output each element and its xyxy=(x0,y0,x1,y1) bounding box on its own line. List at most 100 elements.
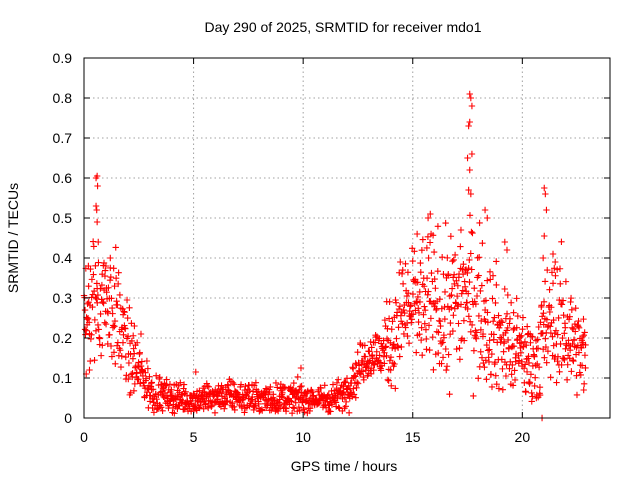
data-point xyxy=(252,379,260,386)
data-point xyxy=(426,346,433,354)
data-point xyxy=(438,360,445,367)
data-point xyxy=(507,299,515,306)
data-point xyxy=(481,363,488,371)
data-point xyxy=(90,271,97,278)
data-point xyxy=(558,238,565,246)
data-point xyxy=(353,384,360,392)
data-point xyxy=(108,295,115,302)
data-point xyxy=(162,382,169,389)
data-point xyxy=(423,335,430,343)
data-point xyxy=(500,348,507,355)
data-point xyxy=(101,272,109,280)
data-point xyxy=(450,271,458,278)
data-point xyxy=(465,122,472,130)
data-point xyxy=(415,318,422,326)
data-point xyxy=(542,343,550,351)
data-point xyxy=(464,269,471,277)
data-point xyxy=(468,150,476,158)
data-point xyxy=(570,357,577,365)
data-point xyxy=(487,276,494,283)
data-point xyxy=(537,319,544,326)
data-point xyxy=(570,336,578,343)
data-point xyxy=(121,309,128,316)
data-point xyxy=(366,348,373,355)
data-point xyxy=(456,344,463,352)
data-point xyxy=(472,300,480,308)
data-point xyxy=(527,371,535,378)
data-point xyxy=(381,360,388,367)
data-point xyxy=(491,314,498,321)
data-point xyxy=(337,384,344,392)
data-point xyxy=(549,280,557,287)
data-point xyxy=(560,311,567,319)
data-point xyxy=(223,398,230,405)
data-point xyxy=(483,341,490,349)
data-point xyxy=(254,388,262,395)
data-point xyxy=(447,233,455,240)
data-point xyxy=(118,352,125,360)
data-point xyxy=(525,353,532,360)
data-point xyxy=(441,303,448,311)
data-point xyxy=(192,401,199,409)
data-point xyxy=(407,302,415,309)
data-point xyxy=(102,262,110,270)
data-point xyxy=(577,371,585,379)
data-point xyxy=(349,364,356,371)
data-point xyxy=(564,361,571,368)
data-point xyxy=(473,292,481,300)
data-point xyxy=(222,401,229,408)
data-point xyxy=(554,331,561,338)
data-point xyxy=(329,381,337,388)
data-point xyxy=(409,311,417,318)
data-point xyxy=(442,345,449,353)
data-point xyxy=(135,375,142,383)
data-point xyxy=(561,356,568,364)
data-point xyxy=(463,299,471,307)
data-point xyxy=(543,316,551,323)
data-point xyxy=(503,246,511,254)
data-point xyxy=(580,332,588,339)
data-point xyxy=(143,388,151,396)
data-point xyxy=(292,399,299,406)
data-point xyxy=(516,333,524,341)
data-point xyxy=(101,319,108,326)
data-point xyxy=(192,368,199,376)
data-point xyxy=(168,386,175,394)
data-point xyxy=(499,386,507,393)
data-point xyxy=(136,349,143,356)
data-point xyxy=(423,274,431,282)
data-point xyxy=(87,335,95,343)
data-point xyxy=(489,272,497,279)
data-point xyxy=(93,295,100,302)
data-point xyxy=(349,365,357,372)
y-tick-label: 0.8 xyxy=(53,90,73,106)
y-tick-label: 0.9 xyxy=(53,50,73,66)
data-point xyxy=(531,353,538,360)
data-point xyxy=(124,314,131,322)
data-point xyxy=(552,327,560,334)
data-point xyxy=(166,381,174,388)
data-point xyxy=(231,406,238,414)
data-point xyxy=(106,276,114,284)
data-point xyxy=(377,367,385,374)
data-point xyxy=(402,324,409,331)
data-point xyxy=(147,392,154,399)
data-point xyxy=(450,312,457,319)
data-point xyxy=(262,385,270,392)
x-tick-label: 15 xyxy=(405,429,421,445)
data-point xyxy=(95,259,102,266)
data-point xyxy=(291,405,298,412)
data-point xyxy=(395,324,402,331)
data-point xyxy=(556,265,564,272)
data-point xyxy=(138,358,146,365)
data-point xyxy=(580,386,587,394)
data-point xyxy=(385,377,392,384)
data-point xyxy=(354,380,362,387)
data-point xyxy=(506,315,514,322)
data-point xyxy=(321,382,328,389)
data-point xyxy=(550,316,557,324)
data-point xyxy=(467,250,474,257)
data-point xyxy=(99,298,106,306)
data-point xyxy=(286,397,294,404)
data-point xyxy=(381,316,389,324)
